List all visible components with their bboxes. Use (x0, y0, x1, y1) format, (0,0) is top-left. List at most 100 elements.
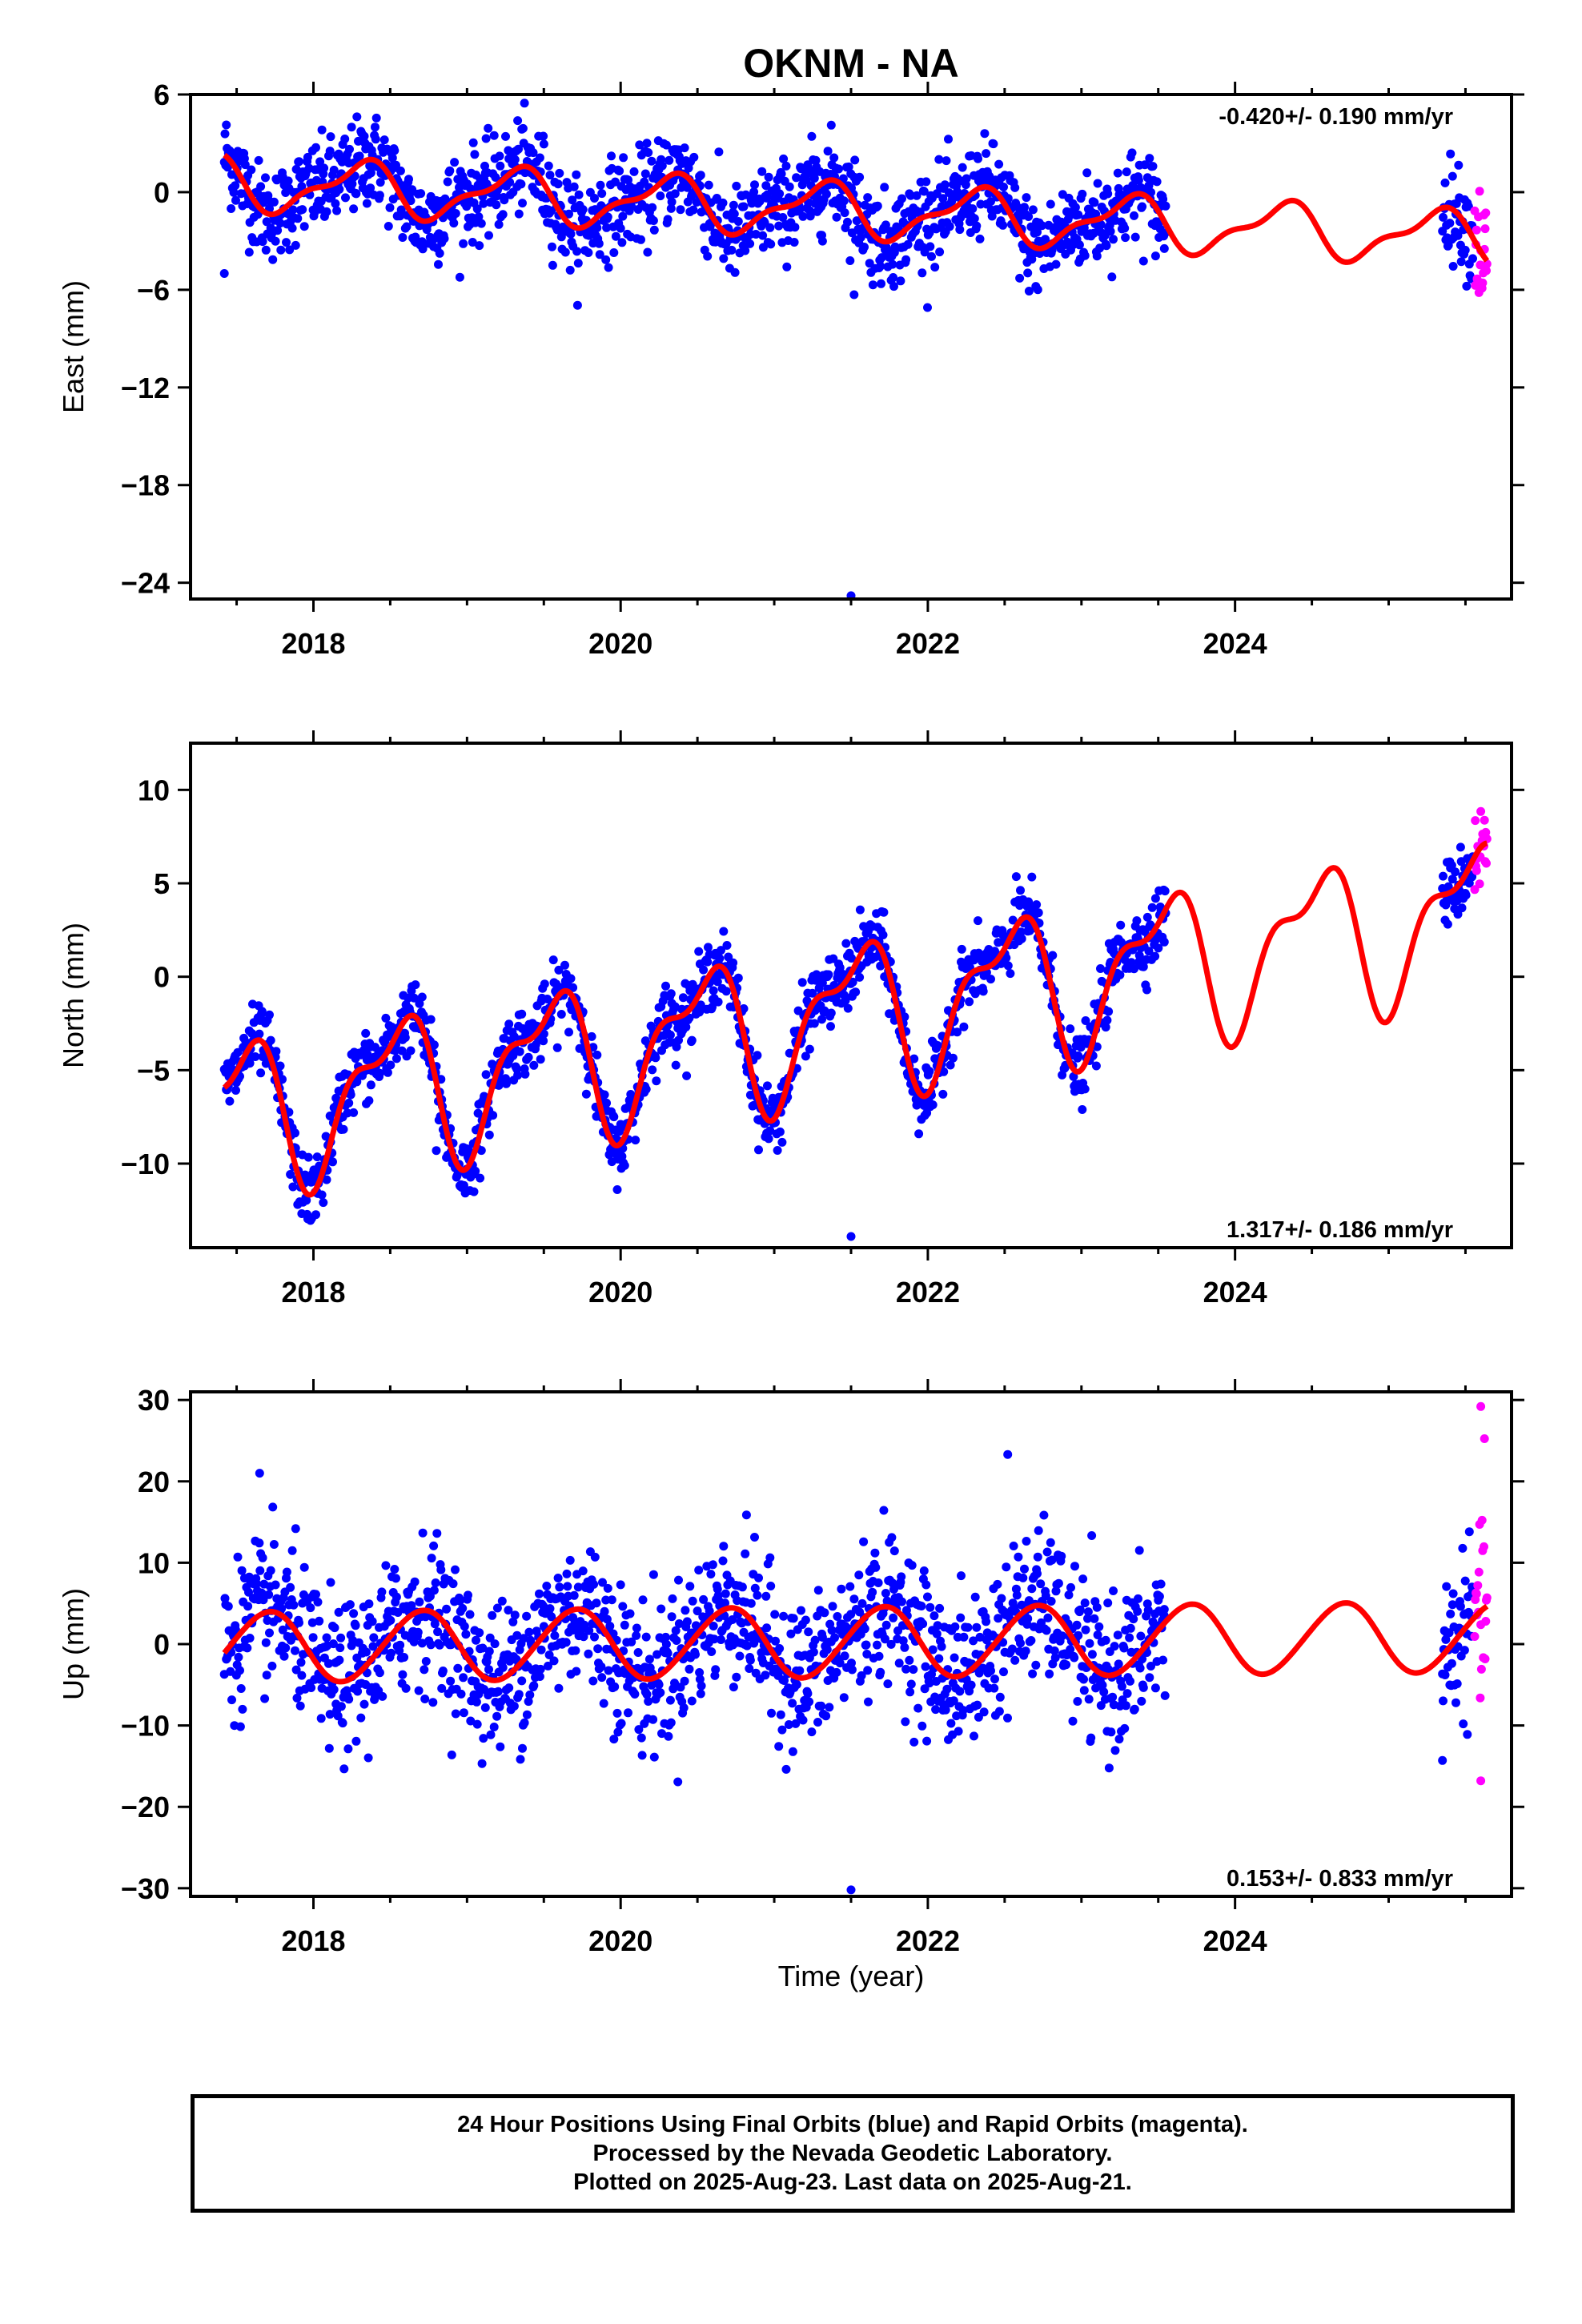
final-orbit-point (519, 1634, 528, 1643)
final-orbit-point (539, 131, 548, 141)
final-orbit-point (383, 222, 393, 231)
final-orbit-point (630, 1690, 640, 1699)
y-tick-label: −30 (121, 1872, 170, 1905)
final-orbit-point (1010, 183, 1020, 192)
final-orbit-point (770, 1610, 780, 1619)
final-orbit-point (691, 1650, 700, 1659)
final-orbit-point (1083, 1614, 1092, 1623)
final-orbit-point (958, 163, 967, 172)
final-orbit-point (881, 1620, 891, 1630)
final-orbit-point (240, 160, 250, 170)
final-orbit-point (1120, 1723, 1130, 1733)
final-orbit-point (481, 134, 491, 143)
final-orbit-point (708, 1560, 717, 1570)
final-orbit-point (236, 1684, 246, 1693)
final-orbit-point (765, 1126, 775, 1136)
final-orbit-point (1058, 1631, 1067, 1641)
final-orbit-point (862, 1650, 872, 1659)
final-orbit-point (807, 131, 817, 141)
final-orbit-point (282, 238, 291, 247)
final-orbit-point (859, 1537, 869, 1546)
final-orbit-point (935, 247, 945, 257)
final-orbit-point (1132, 916, 1142, 926)
final-orbit-point (497, 1596, 507, 1606)
y-tick-label: 10 (138, 1546, 170, 1579)
final-orbit-point (605, 1622, 615, 1630)
final-orbit-point (1444, 1628, 1454, 1638)
final-orbit-point (1440, 178, 1450, 187)
final-orbit-point (416, 189, 426, 199)
final-orbit-point (763, 1081, 772, 1091)
final-orbit-point (413, 1627, 423, 1637)
final-orbit-point (1020, 203, 1029, 212)
final-orbit-point (665, 155, 674, 165)
final-orbit-point (548, 955, 558, 965)
final-orbit-point (234, 1652, 243, 1662)
final-orbit-point (459, 1673, 468, 1683)
final-orbit-point (244, 247, 254, 257)
final-orbit-point (604, 1666, 613, 1675)
final-orbit-point (569, 1590, 579, 1600)
final-orbit-point (1159, 937, 1169, 947)
final-orbit-point (1452, 1679, 1462, 1688)
final-orbit-point (303, 1152, 313, 1162)
velocity-label: -0.420+/- 0.190 mm/yr (1219, 104, 1453, 130)
final-orbit-point (657, 1729, 666, 1739)
final-orbit-point (501, 1079, 511, 1088)
final-orbit-point (979, 1707, 989, 1717)
final-orbit-point (718, 198, 728, 207)
final-orbit-point (896, 276, 905, 286)
final-orbit-point (459, 1180, 468, 1190)
final-orbit-point (410, 1577, 420, 1586)
final-orbit-point (813, 1718, 822, 1727)
final-orbit-point (648, 1065, 657, 1075)
rapid-orbit-point (1482, 1593, 1492, 1602)
final-orbit-point (609, 1735, 619, 1744)
final-orbit-point (620, 1160, 629, 1170)
final-orbit-point (821, 1711, 831, 1721)
final-orbit-point (754, 1145, 763, 1155)
final-orbit-point (1462, 281, 1472, 291)
final-orbit-point (518, 123, 528, 133)
final-orbit-point (556, 1010, 566, 1019)
final-orbit-point (1044, 220, 1054, 230)
final-orbit-point (455, 1596, 464, 1606)
final-orbit-point (923, 303, 932, 312)
final-orbit-point (223, 163, 232, 172)
final-orbit-point (1094, 1622, 1104, 1631)
final-orbit-point (308, 1633, 318, 1642)
final-orbit-point (962, 174, 971, 183)
final-orbit-point (488, 1610, 497, 1620)
final-orbit-point (661, 140, 671, 150)
final-orbit-point (1145, 1673, 1154, 1683)
final-orbit-point (1156, 1579, 1166, 1589)
final-orbit-point (1458, 1543, 1468, 1553)
final-orbit-point (912, 191, 921, 200)
final-orbit-point (840, 208, 849, 218)
final-orbit-point (601, 255, 611, 264)
y-tick-label: −6 (137, 274, 170, 307)
final-orbit-point (278, 1075, 287, 1084)
final-orbit-point (935, 1603, 945, 1613)
final-orbit-point (774, 221, 784, 231)
final-orbit-point (742, 1641, 752, 1651)
final-orbit-point (1120, 223, 1130, 233)
final-orbit-point (281, 1643, 291, 1653)
final-orbit-point (535, 1672, 544, 1681)
final-orbit-point (464, 1146, 473, 1156)
final-orbit-point (1042, 1626, 1051, 1635)
final-orbit-point (945, 222, 954, 231)
final-orbit-point (262, 217, 271, 227)
y-tick-label: −24 (121, 567, 170, 600)
final-orbit-point (477, 1759, 487, 1768)
final-orbit-point (687, 1035, 697, 1045)
final-orbit-point (492, 1711, 502, 1721)
final-orbit-point (544, 1651, 554, 1659)
final-orbit-point (791, 1719, 801, 1728)
final-orbit-point (1453, 231, 1463, 240)
final-orbit-point (764, 172, 773, 182)
final-orbit-point (501, 131, 510, 141)
final-orbit-point (231, 195, 240, 205)
final-orbit-point (661, 1632, 670, 1642)
final-orbit-point (1452, 1698, 1460, 1707)
